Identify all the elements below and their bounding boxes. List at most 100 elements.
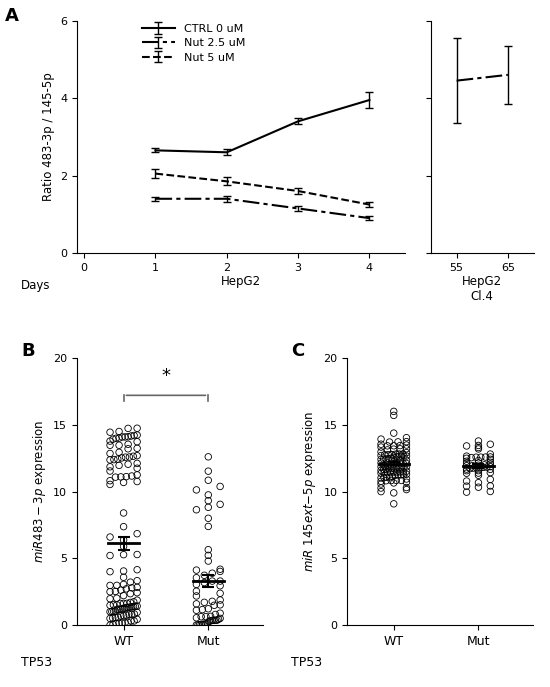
Point xyxy=(380,449,389,460)
Point xyxy=(114,618,123,629)
Point xyxy=(125,451,134,462)
Point xyxy=(486,480,494,491)
Point xyxy=(472,451,481,462)
Point xyxy=(206,616,215,627)
Point xyxy=(133,450,141,461)
Y-axis label: $\it{miR\ 145	ext{-}5p}$ expression: $\it{miR\ 145 ext{-}5p}$ expression xyxy=(301,411,318,572)
Point xyxy=(133,613,141,624)
Point xyxy=(133,476,141,487)
Point xyxy=(384,464,393,475)
Point xyxy=(397,451,406,462)
Point xyxy=(474,477,483,488)
Y-axis label: Ratio 483-3p / 145-5p: Ratio 483-3p / 145-5p xyxy=(42,72,54,201)
Point xyxy=(462,475,471,486)
Point xyxy=(389,410,398,421)
Point xyxy=(133,600,141,611)
Point xyxy=(204,489,213,500)
Point xyxy=(474,442,483,453)
Point xyxy=(122,609,131,620)
Text: B: B xyxy=(21,342,35,360)
Point xyxy=(106,475,114,486)
Point xyxy=(377,433,386,444)
Point xyxy=(402,440,411,451)
Point xyxy=(192,605,201,616)
Point xyxy=(200,597,208,608)
Point xyxy=(462,481,471,492)
Point xyxy=(474,465,483,476)
Point xyxy=(399,469,408,480)
Point xyxy=(111,586,120,597)
Point xyxy=(216,613,224,624)
Point xyxy=(462,460,471,471)
Point xyxy=(197,611,206,622)
Point xyxy=(402,443,411,454)
Point xyxy=(195,619,204,630)
Point xyxy=(112,599,121,610)
Point xyxy=(120,618,129,629)
Point xyxy=(394,451,403,462)
Point xyxy=(382,475,390,486)
Point xyxy=(467,452,476,463)
Point xyxy=(385,471,394,482)
Point xyxy=(109,454,118,465)
Point xyxy=(109,606,118,617)
Point xyxy=(133,458,141,469)
Point xyxy=(204,502,213,513)
Point xyxy=(377,473,386,484)
Point xyxy=(377,486,386,497)
Point xyxy=(216,594,224,605)
Point xyxy=(214,613,223,624)
Point xyxy=(130,609,139,620)
Point xyxy=(394,469,403,480)
Point xyxy=(392,451,401,462)
Point xyxy=(382,464,390,475)
Point xyxy=(119,508,128,519)
Point xyxy=(397,475,406,486)
Point xyxy=(486,486,494,497)
Point xyxy=(389,456,398,467)
Point xyxy=(113,453,122,464)
Point xyxy=(113,604,122,615)
Point xyxy=(192,484,201,495)
Point xyxy=(133,443,141,454)
Point xyxy=(391,449,400,460)
Point xyxy=(130,616,139,627)
Point xyxy=(377,442,386,453)
Point xyxy=(119,541,128,552)
Point xyxy=(208,615,217,626)
Point xyxy=(377,458,386,469)
Point xyxy=(402,462,411,473)
Point xyxy=(106,607,114,618)
Point xyxy=(379,464,388,475)
Point xyxy=(119,549,128,560)
Point xyxy=(106,448,114,459)
Point xyxy=(389,452,398,463)
Point xyxy=(389,458,398,469)
Point xyxy=(204,544,213,555)
Point xyxy=(122,471,131,482)
Point xyxy=(106,550,114,561)
Point xyxy=(126,588,135,599)
Text: TP53: TP53 xyxy=(21,656,52,669)
Point xyxy=(122,602,131,613)
Point xyxy=(486,467,494,478)
Point xyxy=(402,447,411,458)
Point xyxy=(119,598,128,609)
Point xyxy=(106,461,114,472)
Point xyxy=(126,576,135,587)
Point xyxy=(192,590,201,601)
Point xyxy=(383,440,392,451)
Point xyxy=(133,607,141,618)
Point xyxy=(122,583,131,594)
Point xyxy=(474,455,483,466)
X-axis label: HepG2
Cl.4: HepG2 Cl.4 xyxy=(462,275,502,304)
Point xyxy=(106,580,114,591)
Point xyxy=(389,477,398,488)
Point xyxy=(377,447,386,458)
Point xyxy=(106,454,114,465)
Point xyxy=(216,588,224,599)
Point xyxy=(119,534,128,545)
Point xyxy=(133,564,141,575)
Point xyxy=(114,440,123,451)
Point xyxy=(382,472,391,483)
